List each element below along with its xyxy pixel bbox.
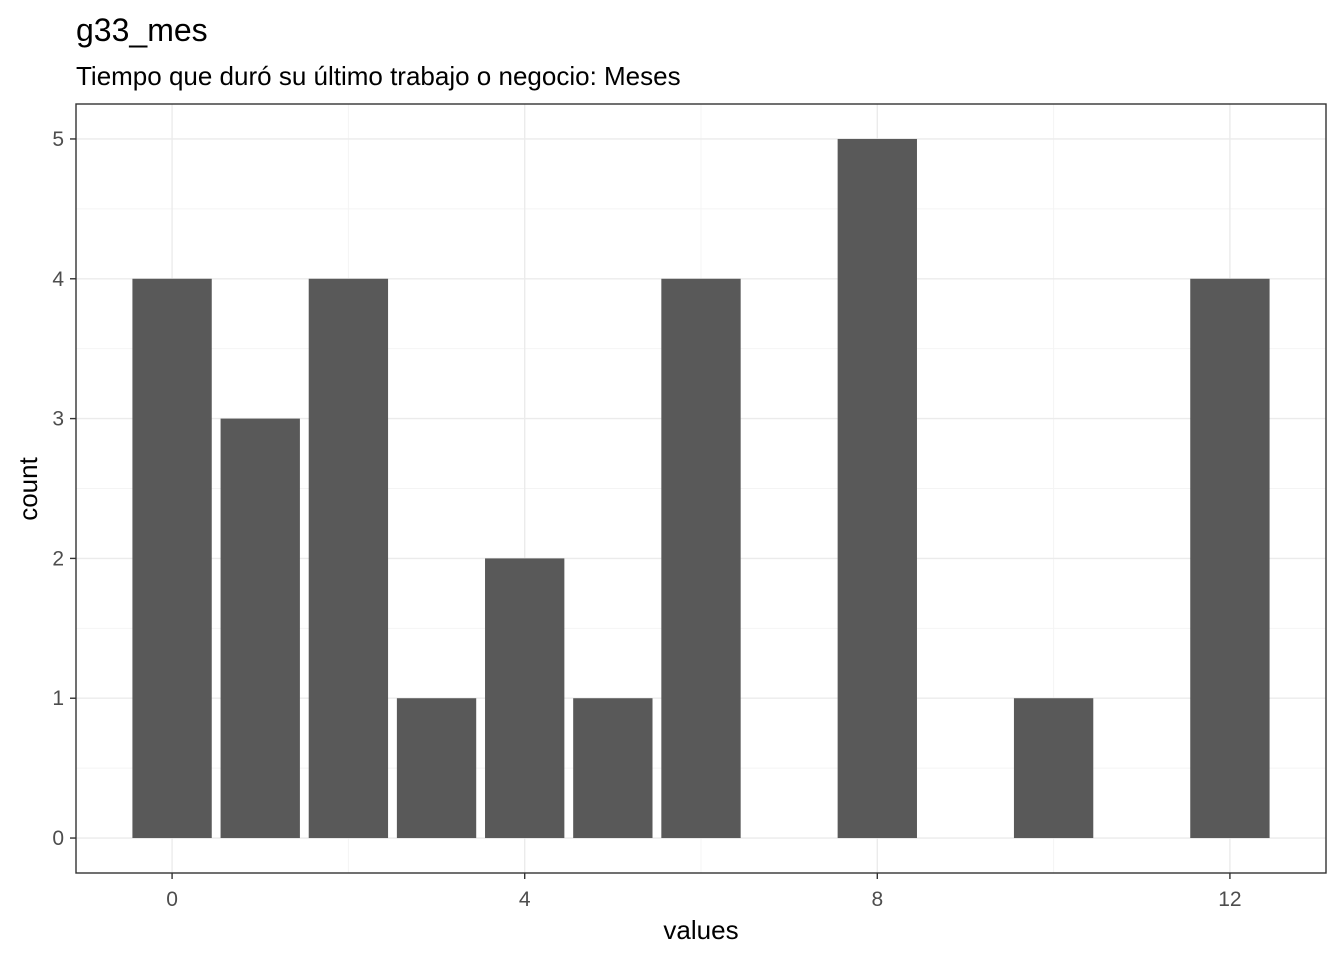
y-tick-label: 1 [52,687,64,710]
x-tick-label: 8 [871,888,883,911]
y-tick-label: 4 [52,268,64,291]
x-axis: 0 4 8 12 [166,873,1242,911]
bar-0 [132,278,212,839]
bar-5 [573,698,653,839]
panel-border [75,103,1327,874]
bar-8 [837,138,917,839]
bar-4 [485,558,565,839]
y-tick-label: 5 [52,128,64,151]
bar-6 [661,278,741,839]
bar-1 [220,418,300,839]
bar-12 [1190,278,1270,839]
x-axis-title: values [663,915,738,945]
y-tick-label: 3 [52,408,64,431]
plot-panel [75,103,1327,874]
bar-10 [1013,698,1094,839]
chart-subtitle: Tiempo que duró su último trabajo o nego… [76,61,681,91]
chart-title: g33_mes [76,12,208,48]
x-tick-label: 0 [166,888,178,911]
bar-3 [396,698,477,839]
x-tick-label: 4 [519,888,531,911]
y-axis: 0 1 2 3 4 5 [52,128,76,850]
bar-2 [308,278,389,839]
bars [132,138,1270,839]
y-tick-label: 0 [52,827,64,850]
x-tick-label: 12 [1218,888,1241,911]
y-tick-label: 2 [52,547,64,570]
y-axis-title: count [13,456,43,520]
